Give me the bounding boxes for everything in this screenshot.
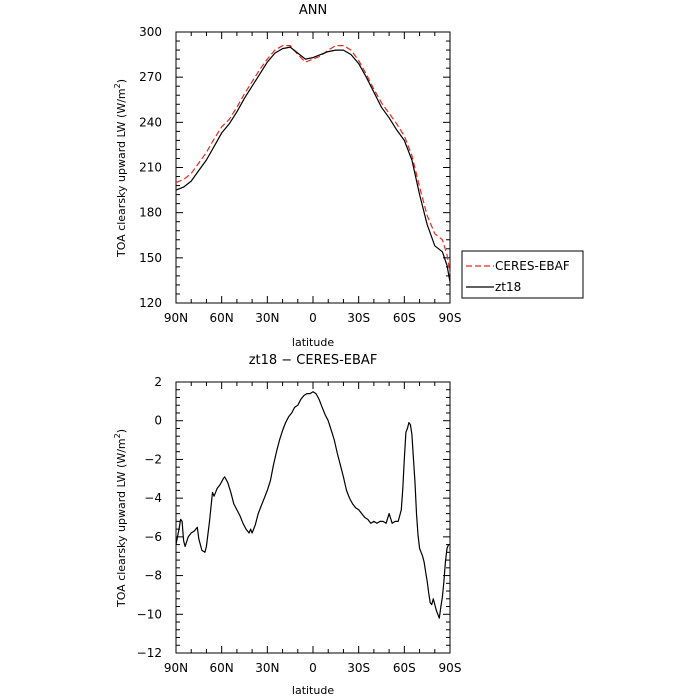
bottom-ytick-label: −4 <box>144 491 162 505</box>
bottom-y-axis-label-sup: 2 <box>113 433 122 438</box>
top-y-axis-label: TOA clearsky upward LW (W/m2) <box>113 79 128 258</box>
bottom-ytick-label: 0 <box>154 414 162 428</box>
top-ytick-label: 300 <box>139 25 162 39</box>
top-xtick-label: 90S <box>439 311 462 325</box>
bottom-ytick-label: 2 <box>154 375 162 389</box>
top-xtick-label: 90N <box>164 311 188 325</box>
bottom-y-axis-label-main: TOA clearsky upward LW (W/m <box>115 438 128 608</box>
top-xtick-label: 60N <box>210 311 234 325</box>
top-ytick-label: 270 <box>139 70 162 84</box>
bottom-xtick-label: 0 <box>309 661 317 675</box>
top-y-axis-label-sup: 2 <box>113 83 122 88</box>
top-ytick-label: 150 <box>139 251 162 265</box>
bottom-ytick-label: −12 <box>137 646 162 660</box>
top-plot-frame <box>175 31 451 304</box>
bottom-y-axis-label: TOA clearsky upward LW (W/m2) <box>113 429 128 608</box>
legend-label-zt18: zt18 <box>495 280 521 294</box>
panel-bottom: zt18 − CERES-EBAF 90N 60N 30N 0 30S 60S 90S −12… <box>113 353 461 697</box>
bottom-ytick-label: −6 <box>144 530 162 544</box>
legend-box <box>461 250 584 299</box>
top-chart-title: ANN <box>299 3 327 18</box>
bottom-ytick-label: −2 <box>144 452 162 466</box>
bottom-series-line-diff <box>175 391 450 619</box>
top-xtick-label: 30S <box>347 311 370 325</box>
panel-top: ANN 90N 60N 30N 0 30S 60S 90S 120 150 180 210 240 27… <box>113 3 584 349</box>
bottom-ytick-label: −10 <box>137 607 162 621</box>
bottom-xtick-label: 60N <box>210 661 234 675</box>
top-ytick-label: 120 <box>139 296 162 310</box>
bottom-xtick-label: 90N <box>164 661 188 675</box>
bottom-xtick-label: 90S <box>439 661 462 675</box>
top-y-axis-label-end: ) <box>115 79 128 83</box>
top-series-line-ceres-ebaf <box>175 45 451 273</box>
top-xtick-label: 60S <box>393 311 416 325</box>
top-series-line-zt18 <box>175 46 451 283</box>
top-ytick-label: 180 <box>139 206 162 220</box>
bottom-xtick-label: 60S <box>393 661 416 675</box>
top-ytick-label: 240 <box>139 115 162 129</box>
top-y-axis-label-main: TOA clearsky upward LW (W/m <box>115 88 128 258</box>
top-xtick-label: 0 <box>309 311 317 325</box>
legend: CERES-EBAF zt18 <box>461 250 584 299</box>
top-ytick-label: 210 <box>139 161 162 175</box>
bottom-y-axis-label-end: ) <box>115 429 128 433</box>
top-x-axis-label: latitude <box>292 336 334 349</box>
bottom-chart-title: zt18 − CERES-EBAF <box>249 353 378 368</box>
legend-label-ceres: CERES-EBAF <box>495 259 570 273</box>
bottom-xtick-label: 30S <box>347 661 370 675</box>
bottom-ytick-label: −8 <box>144 569 162 583</box>
bottom-xtick-label: 30N <box>255 661 279 675</box>
top-xtick-label: 30N <box>255 311 279 325</box>
bottom-x-axis-label: latitude <box>292 684 334 697</box>
